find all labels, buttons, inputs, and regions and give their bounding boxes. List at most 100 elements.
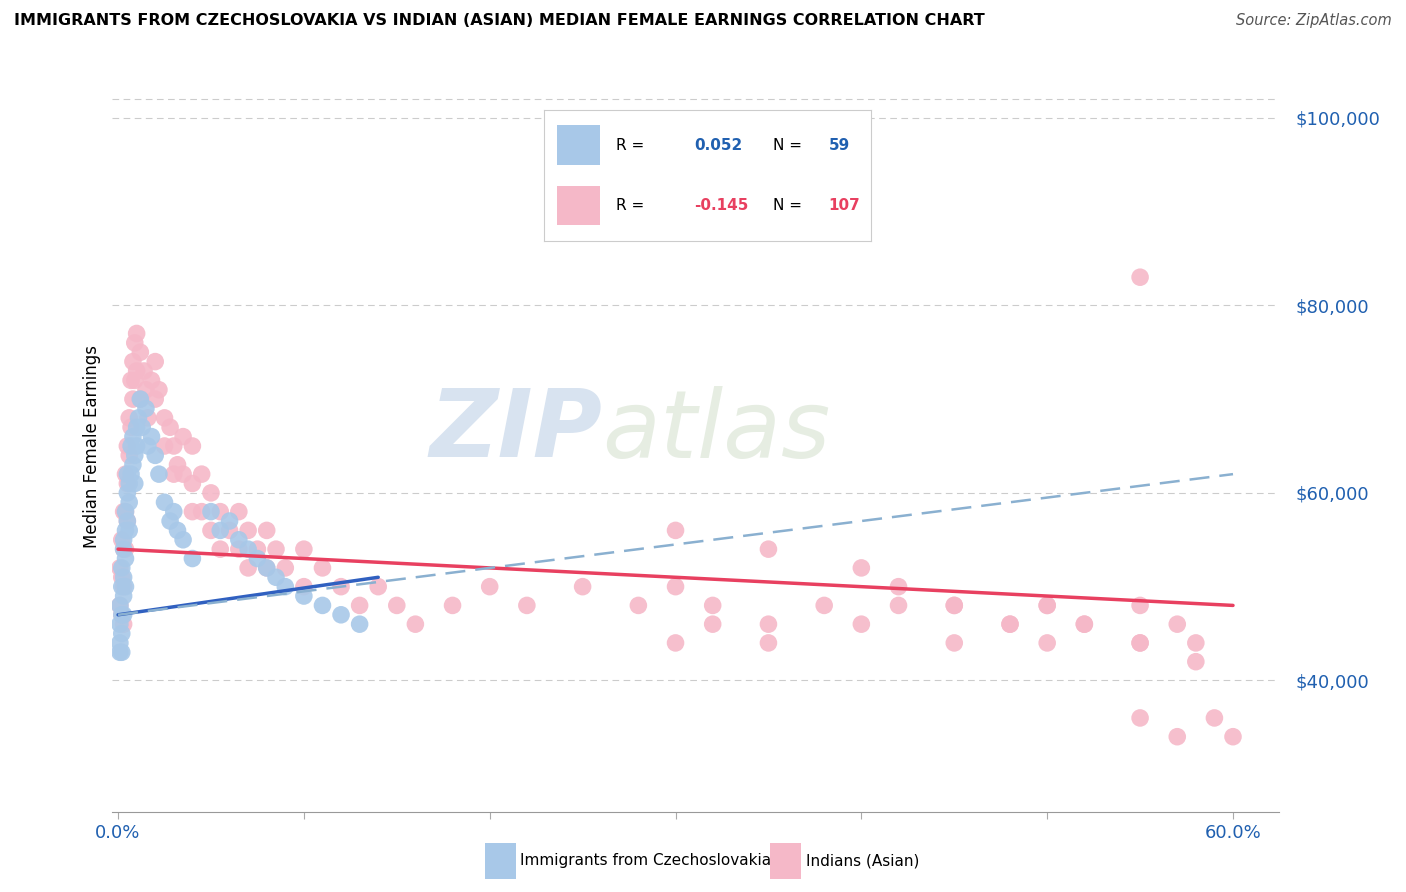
Point [129,392,152,406]
Point [1222,730,1244,744]
Point [367,580,389,594]
Point [117,476,139,491]
Point [943,599,966,613]
Point [114,467,136,482]
Point [125,364,148,378]
Point [114,542,136,557]
Point [143,449,166,463]
Point [1204,711,1226,725]
Point [246,551,269,566]
Point [209,505,232,519]
Point [108,599,131,613]
Point [758,617,780,632]
Point [664,524,686,538]
Point [264,542,287,557]
Text: atlas: atlas [603,386,831,477]
Point [108,617,131,632]
Point [1129,636,1152,650]
Point [998,617,1021,632]
Point [851,617,873,632]
Point [125,420,148,434]
Text: IMMIGRANTS FROM CZECHOSLOVAKIA VS INDIAN (ASIAN) MEDIAN FEMALE EARNINGS CORRELAT: IMMIGRANTS FROM CZECHOSLOVAKIA VS INDIAN… [14,13,984,29]
Point [209,524,232,538]
Point [311,599,333,613]
Point [124,373,146,387]
Point [112,617,135,632]
Point [117,514,139,528]
Point [108,645,131,659]
Point [159,514,181,528]
Point [228,533,250,547]
Point [148,467,170,482]
Point [172,533,194,547]
Point [943,599,966,613]
Point [274,561,297,575]
Text: ZIP: ZIP [430,385,603,477]
Text: Source: ZipAtlas.com: Source: ZipAtlas.com [1236,13,1392,29]
Point [190,505,212,519]
Point [111,561,134,575]
Point [122,354,145,368]
Point [228,505,250,519]
Point [117,467,139,482]
Point [246,542,269,557]
Point [943,636,966,650]
Point [236,524,259,538]
Point [112,542,135,557]
Point [1073,617,1095,632]
Point [114,505,136,519]
Point [571,580,593,594]
Point [114,580,136,594]
Point [124,335,146,350]
Point [108,599,131,613]
Y-axis label: Median Female Earnings: Median Female Earnings [83,344,101,548]
Point [141,429,163,443]
Point [1166,617,1188,632]
Point [117,439,139,453]
Point [129,345,152,359]
Point [1036,636,1059,650]
Point [292,580,315,594]
Point [311,561,333,575]
Point [851,561,873,575]
Point [108,561,131,575]
Point [813,599,835,613]
Point [148,383,170,397]
Point [141,373,163,387]
Point [218,524,240,538]
Point [627,158,650,172]
Point [112,570,135,584]
Point [758,636,780,650]
Point [887,580,910,594]
Point [181,551,204,566]
Point [264,570,287,584]
Point [153,439,176,453]
Point [1129,636,1152,650]
Point [218,514,240,528]
Point [998,617,1021,632]
Point [166,524,188,538]
Point [330,580,353,594]
Point [1166,730,1188,744]
Point [136,410,159,425]
Point [118,476,141,491]
Point [111,645,134,659]
Text: Immigrants from Czechoslovakia: Immigrants from Czechoslovakia [520,854,772,868]
Point [1129,711,1152,725]
Point [1129,270,1152,285]
Point [117,514,139,528]
Point [181,439,204,453]
Point [349,617,371,632]
Point [111,580,134,594]
Point [172,467,194,482]
Point [112,589,135,603]
Point [118,524,141,538]
Point [143,392,166,406]
Point [172,429,194,443]
Point [114,551,136,566]
Point [200,505,222,519]
Point [108,636,131,650]
Point [163,505,186,519]
Point [209,542,232,557]
Point [330,607,353,622]
